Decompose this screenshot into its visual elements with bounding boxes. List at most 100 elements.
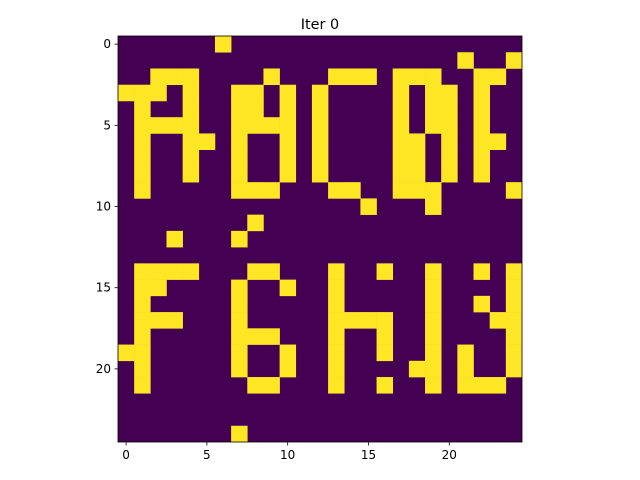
heatmap-cell <box>505 312 523 329</box>
heatmap-cell <box>134 117 151 134</box>
heatmap-cell <box>263 263 280 280</box>
x-tick-label: 20 <box>442 448 457 462</box>
heatmap-cell <box>473 117 490 134</box>
x-tick-label: 0 <box>122 448 130 462</box>
heatmap-cell <box>134 100 151 118</box>
heatmap-cell <box>231 100 248 118</box>
heatmap-cell <box>311 100 329 118</box>
heatmap-cell <box>441 165 458 183</box>
heatmap-cell <box>425 68 442 86</box>
y-tick-label: 15 <box>96 281 111 295</box>
heatmap-cell <box>166 117 183 134</box>
heatmap-cell <box>247 377 264 394</box>
heatmap-cell <box>150 84 167 102</box>
heatmap-cell <box>279 279 297 297</box>
heatmap-cell <box>489 377 507 394</box>
heatmap-cell <box>279 149 297 167</box>
chart-title: Iter 0 <box>301 17 339 33</box>
heatmap-cell <box>425 328 442 345</box>
heatmap-cell <box>134 149 151 167</box>
heatmap-cell <box>489 133 507 150</box>
heatmap-cell <box>360 198 377 215</box>
heatmap-cell <box>231 312 248 329</box>
heatmap-cell <box>311 149 329 167</box>
heatmap-cell <box>505 328 523 345</box>
heatmap-cell <box>392 149 410 167</box>
heatmap-cell <box>247 328 264 345</box>
heatmap-cell <box>247 100 264 118</box>
heatmap-cell <box>247 182 264 199</box>
heatmap-cell <box>360 68 377 86</box>
heatmap-cell <box>311 133 329 150</box>
x-tick-label: 10 <box>280 448 295 462</box>
heatmap-cell <box>425 295 442 313</box>
heatmap-cell <box>247 117 264 134</box>
heatmap-cell <box>392 165 410 183</box>
heatmap-cell <box>425 182 442 199</box>
heatmap-cell <box>392 133 410 150</box>
heatmap-cell <box>392 68 410 86</box>
heatmap-cell <box>134 328 151 345</box>
heatmap-cell <box>505 263 523 280</box>
heatmap-cell <box>473 165 490 183</box>
heatmap-cell <box>505 360 523 378</box>
heatmap-cell <box>231 133 248 150</box>
heatmap-cell <box>311 117 329 134</box>
heatmap-cell <box>214 36 232 53</box>
heatmap-cell <box>505 52 523 69</box>
y-axis: 0 5 10 15 20 <box>96 37 118 376</box>
heatmap-cell <box>182 68 200 86</box>
heatmap-cell <box>328 360 345 378</box>
heatmap-cell <box>134 182 151 199</box>
heatmap-cell <box>150 312 167 329</box>
heatmap-cell <box>231 182 248 199</box>
x-tick-label: 15 <box>361 448 376 462</box>
heatmap-cell <box>231 344 248 362</box>
x-axis: 0 5 10 15 20 <box>122 442 457 462</box>
heatmap-cell <box>263 68 280 86</box>
heatmap-cell <box>134 279 151 297</box>
heatmap-cell <box>279 344 297 362</box>
heatmap-cell <box>182 165 200 183</box>
heatmap-cell <box>134 312 151 329</box>
heatmap-cell <box>505 295 523 313</box>
heatmap-cell <box>441 117 458 134</box>
y-tick-label: 20 <box>96 362 111 376</box>
heatmap-cell <box>441 100 458 118</box>
heatmap-cell <box>473 133 490 150</box>
heatmap-cell <box>425 360 442 378</box>
heatmap-cell <box>279 360 297 378</box>
heatmap-cell <box>441 133 458 150</box>
heatmap-cell <box>150 263 167 280</box>
heatmap-cell <box>279 133 297 150</box>
heatmap-cell <box>505 344 523 362</box>
y-tick-label: 10 <box>96 200 111 214</box>
heatmap-cell <box>408 182 426 199</box>
heatmap-cell <box>150 117 167 134</box>
heatmap-cell <box>473 149 490 167</box>
heatmap-cell <box>425 344 442 362</box>
y-tick-label: 0 <box>103 37 111 51</box>
heatmap-cell <box>473 295 490 313</box>
heatmap-cell <box>134 377 151 394</box>
heatmap-cell <box>376 263 394 280</box>
heatmap-cell <box>473 84 490 102</box>
heatmap-cell <box>182 133 200 150</box>
heatmap-cell <box>134 360 151 378</box>
heatmap-cell <box>392 84 410 102</box>
heatmap-cell <box>134 263 151 280</box>
heatmap-cell <box>376 344 394 362</box>
heatmap-cell <box>425 100 442 118</box>
heatmap-cell <box>279 84 297 102</box>
heatmap-cell <box>166 263 183 280</box>
heatmap-cell <box>328 68 345 86</box>
heatmap-cell <box>408 165 426 183</box>
heatmap-cell <box>134 84 151 102</box>
heatmap-cell <box>376 377 394 394</box>
heatmap-cell <box>328 328 345 345</box>
heatmap-cell <box>311 165 329 183</box>
heatmap-cell <box>263 377 280 394</box>
heatmap-cell <box>441 84 458 102</box>
heatmap-cell <box>263 117 280 134</box>
heatmap-cell <box>489 68 507 86</box>
